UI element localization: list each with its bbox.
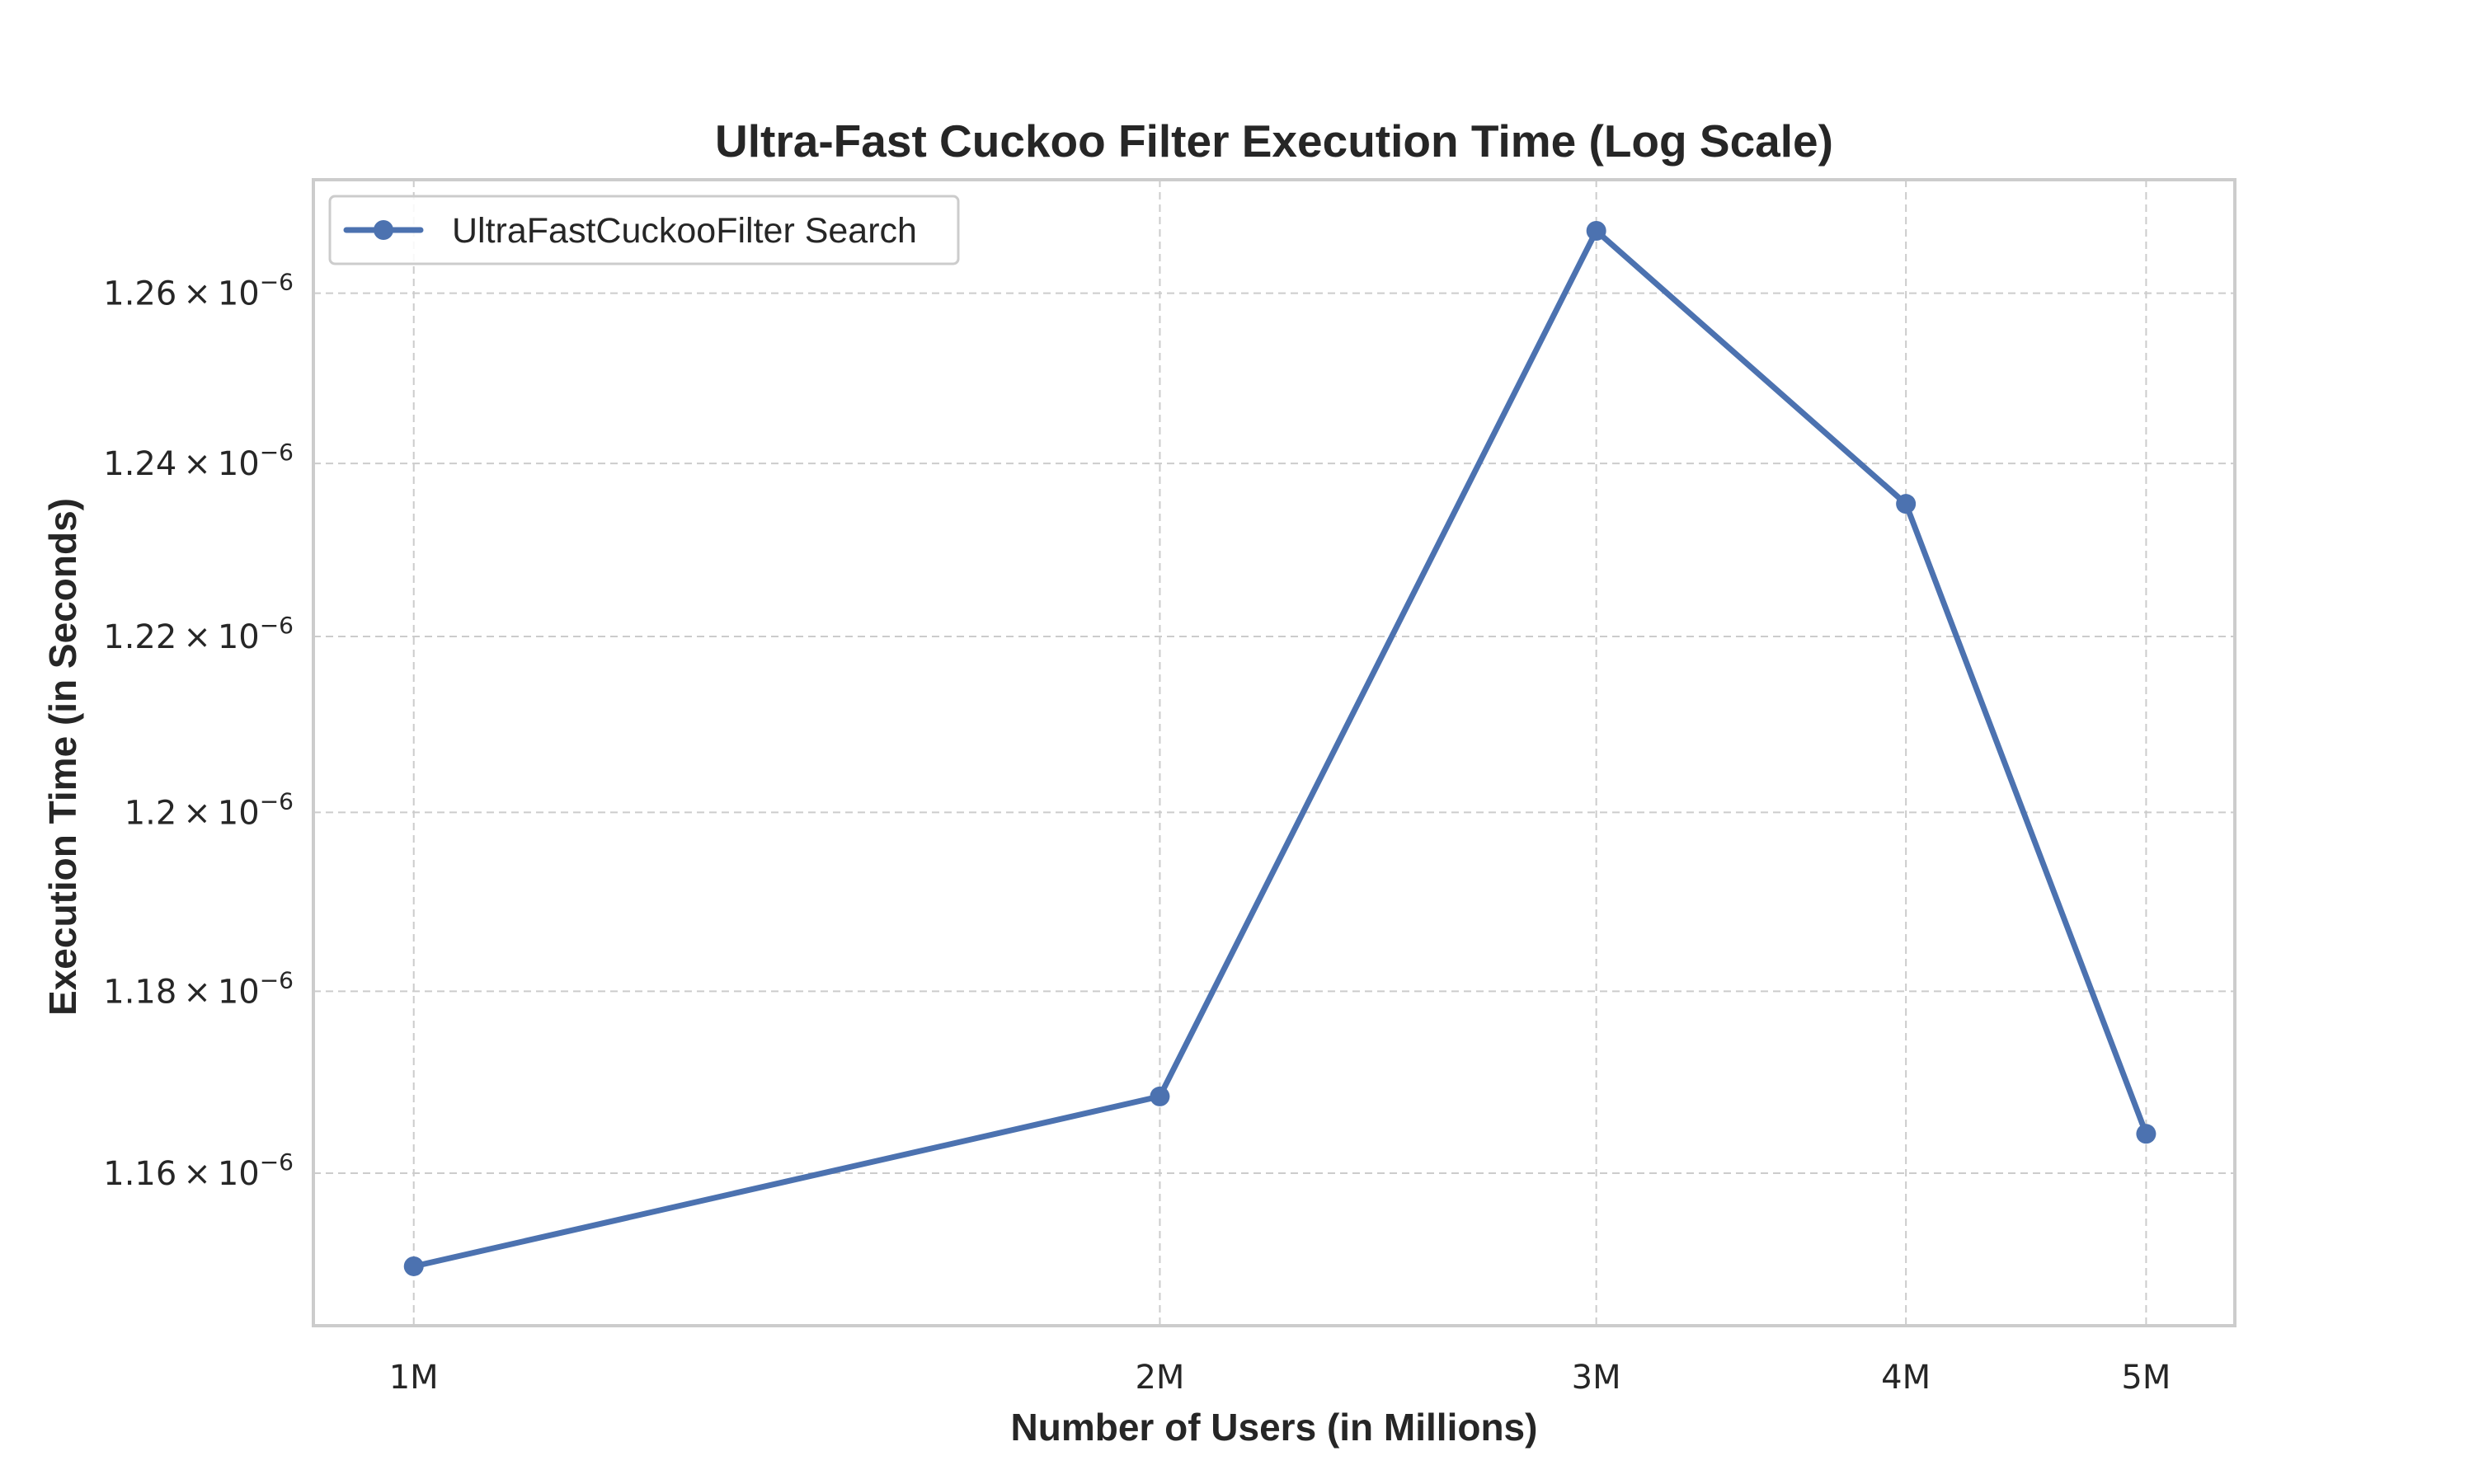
series-line	[411, 228, 2149, 1270]
data-point	[1896, 494, 1917, 514]
x-tick-label: 3M	[1572, 1359, 1621, 1397]
grid-layer	[313, 180, 2235, 1326]
data-point	[403, 1256, 424, 1276]
y-tick-label: 1.22 × 10−6	[103, 612, 294, 656]
x-tick-label: 2M	[1135, 1359, 1184, 1397]
data-point	[2136, 1124, 2157, 1144]
y-tick-labels: 1.16 × 10−6 1.18 × 10−6 1.2 × 10−6 1.22 × 1…	[103, 269, 294, 1193]
y-tick-label: 1.2 × 10−6	[125, 787, 294, 832]
x-tick-label: 1M	[389, 1359, 439, 1397]
axes-frame	[312, 178, 2236, 1327]
y-tick-label: 1.26 × 10−6	[103, 269, 294, 313]
legend-marker-sample	[374, 220, 393, 240]
legend-box	[328, 195, 960, 265]
legend-label: UltraFastCuckooFilter Search	[452, 211, 917, 251]
y-tick-label: 1.24 × 10−6	[103, 439, 294, 483]
x-tick-labels: 1M 2M 3M 4M 5M	[389, 1359, 2171, 1397]
y-axis-label: Execution Time (in Seconds)	[41, 498, 84, 1016]
series-layer	[403, 220, 2157, 1276]
data-point	[1150, 1086, 1170, 1106]
y-tick-label: 1.18 × 10−6	[103, 966, 294, 1011]
y-tick-label: 1.16 × 10−6	[103, 1148, 294, 1193]
x-axis-label: Number of Users (in Millions)	[1011, 1406, 1538, 1449]
x-tick-label: 5M	[2121, 1359, 2171, 1397]
x-tick-label: 4M	[1881, 1359, 1931, 1397]
legend: UltraFastCuckooFilter Search	[328, 195, 960, 265]
chart-title: Ultra-Fast Cuckoo Filter Execution Time …	[715, 115, 1833, 167]
data-point	[1586, 220, 1606, 241]
